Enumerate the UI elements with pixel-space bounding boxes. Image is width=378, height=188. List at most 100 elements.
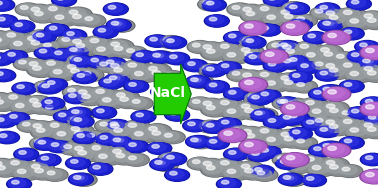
Circle shape [156, 54, 164, 58]
Circle shape [283, 114, 301, 123]
Circle shape [108, 147, 134, 160]
Circle shape [324, 32, 344, 42]
Circle shape [237, 102, 263, 115]
Circle shape [66, 46, 88, 57]
Circle shape [0, 91, 2, 104]
Circle shape [263, 79, 288, 92]
Circle shape [263, 13, 288, 26]
Circle shape [281, 76, 290, 80]
Circle shape [68, 88, 75, 92]
Circle shape [93, 45, 118, 58]
Circle shape [350, 71, 359, 76]
Circle shape [203, 164, 223, 174]
Circle shape [72, 148, 101, 162]
Circle shape [279, 77, 307, 92]
Circle shape [150, 158, 175, 171]
Circle shape [125, 81, 147, 92]
Circle shape [153, 102, 178, 114]
Circle shape [265, 61, 283, 69]
Circle shape [1, 30, 30, 44]
Circle shape [106, 122, 132, 134]
Circle shape [198, 0, 224, 11]
Circle shape [275, 97, 300, 109]
Circle shape [241, 107, 261, 117]
Circle shape [352, 0, 359, 4]
Circle shape [314, 90, 321, 94]
Circle shape [218, 62, 236, 71]
Circle shape [275, 7, 304, 21]
Circle shape [105, 4, 127, 15]
Circle shape [251, 109, 273, 121]
Circle shape [262, 50, 282, 60]
Circle shape [148, 69, 169, 79]
Circle shape [67, 115, 90, 127]
Circle shape [239, 36, 262, 48]
Circle shape [35, 140, 42, 143]
Circle shape [9, 39, 35, 52]
Circle shape [223, 167, 249, 180]
Circle shape [243, 73, 251, 77]
Circle shape [200, 65, 218, 74]
Circle shape [71, 116, 88, 125]
Circle shape [37, 155, 60, 166]
Circle shape [33, 32, 51, 40]
Circle shape [377, 128, 378, 137]
Circle shape [315, 125, 340, 138]
Circle shape [64, 87, 82, 96]
Circle shape [96, 60, 115, 69]
Circle shape [0, 54, 7, 63]
Circle shape [27, 39, 53, 51]
Circle shape [218, 62, 240, 73]
Circle shape [28, 36, 36, 41]
Circle shape [237, 70, 266, 84]
Circle shape [204, 15, 229, 27]
Circle shape [254, 126, 283, 140]
Circle shape [24, 96, 53, 110]
Circle shape [71, 160, 78, 163]
Circle shape [158, 152, 184, 165]
Circle shape [35, 82, 53, 91]
Circle shape [129, 143, 136, 146]
Circle shape [366, 172, 374, 177]
Circle shape [22, 33, 51, 48]
Circle shape [283, 55, 301, 64]
Circle shape [302, 174, 327, 186]
Circle shape [198, 120, 224, 133]
Circle shape [252, 110, 269, 118]
Circle shape [206, 67, 214, 71]
Circle shape [305, 33, 322, 41]
Circle shape [238, 46, 258, 56]
Circle shape [109, 136, 132, 147]
Circle shape [190, 136, 213, 148]
Circle shape [242, 37, 265, 48]
Circle shape [319, 142, 342, 153]
Circle shape [39, 83, 46, 87]
Circle shape [188, 76, 214, 89]
Circle shape [315, 3, 340, 15]
Circle shape [0, 70, 14, 81]
Circle shape [252, 166, 269, 175]
Circle shape [240, 22, 266, 35]
Circle shape [69, 128, 98, 142]
Circle shape [124, 121, 149, 134]
Circle shape [50, 68, 70, 78]
Circle shape [229, 151, 236, 154]
Circle shape [23, 34, 49, 47]
Circle shape [12, 82, 37, 95]
Circle shape [326, 107, 346, 117]
Circle shape [0, 0, 11, 10]
Circle shape [282, 22, 308, 35]
Circle shape [194, 78, 201, 82]
Circle shape [31, 41, 40, 45]
Circle shape [209, 139, 217, 143]
Circle shape [190, 76, 213, 88]
Circle shape [260, 72, 269, 77]
Circle shape [352, 109, 359, 113]
Circle shape [108, 65, 137, 79]
Circle shape [366, 105, 374, 109]
Circle shape [377, 19, 378, 28]
Circle shape [268, 119, 276, 122]
Circle shape [206, 16, 224, 24]
Circle shape [237, 127, 266, 141]
Circle shape [69, 55, 94, 67]
